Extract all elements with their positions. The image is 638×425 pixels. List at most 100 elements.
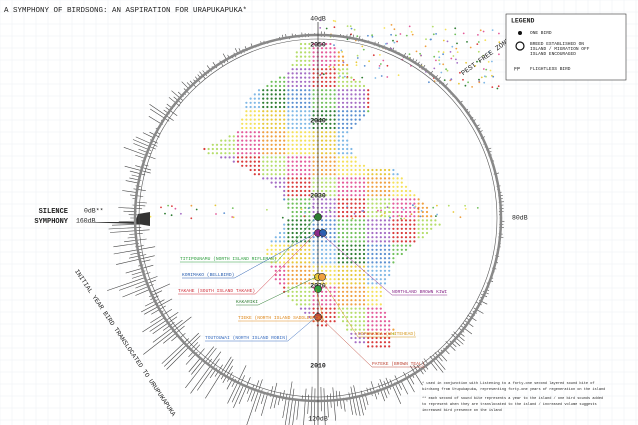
- bird-dot: [379, 185, 382, 188]
- bird-dot: [367, 261, 370, 264]
- bird-dot: [337, 51, 340, 54]
- legend-text: FLIGHTLESS BIRD: [530, 66, 571, 72]
- bird-dot: [371, 173, 374, 176]
- bird-dot: [325, 27, 328, 30]
- bird-dot: [404, 244, 408, 247]
- bird-dot: [325, 189, 328, 193]
- bird-dot: [412, 204, 414, 207]
- bird-dot: [262, 105, 265, 109]
- bird-dot: [287, 156, 290, 159]
- bird-dot: [308, 261, 311, 264]
- bird-dot: [332, 19, 335, 22]
- bird-dot: [371, 315, 374, 319]
- bird-dot: [392, 173, 395, 176]
- bird-dot: [388, 194, 391, 197]
- bird-dot: [304, 227, 307, 230]
- bird-dot: [329, 219, 332, 222]
- bird-dot: [496, 87, 499, 90]
- bird-dot: [245, 139, 248, 142]
- bird-dot: [379, 286, 382, 289]
- bird-dot: [341, 59, 345, 62]
- bird-dot: [329, 147, 332, 151]
- bird-dot: [295, 215, 298, 218]
- bird-dot: [253, 122, 256, 125]
- bird-dot: [329, 164, 332, 167]
- spectrum-bar: [389, 379, 402, 405]
- bird-dot: [278, 131, 282, 134]
- bird-dot: [287, 252, 290, 256]
- spectrum-bar: [358, 396, 364, 416]
- bird-dot: [278, 240, 282, 243]
- bird-dot: [375, 278, 378, 281]
- bird-dot: [325, 118, 328, 121]
- bird-dot: [350, 76, 353, 79]
- bird-dot: [329, 89, 332, 92]
- bird-dot: [270, 252, 273, 256]
- bird-dot: [291, 93, 294, 96]
- bird-dot: [346, 303, 349, 306]
- bird-dot: [325, 315, 328, 319]
- bird-dot: [283, 101, 286, 104]
- bird-dot: [383, 236, 387, 239]
- bird-dot: [312, 205, 315, 208]
- bird-dot: [215, 143, 219, 146]
- bird-dot: [367, 273, 370, 277]
- bird-dot: [392, 39, 394, 42]
- bird-dot: [333, 143, 336, 146]
- bird-dot: [383, 273, 387, 277]
- bird-dot: [375, 231, 378, 235]
- spectrum-bar: [188, 344, 201, 358]
- bird-dot: [329, 114, 332, 117]
- bird-dot: [435, 59, 437, 62]
- bird-dot: [362, 194, 366, 197]
- bird-dot: [304, 282, 307, 285]
- bird-dot: [397, 74, 400, 77]
- bird-dot: [320, 189, 324, 193]
- bird-dot: [350, 168, 353, 172]
- bird-dot: [354, 97, 357, 100]
- bird-dot: [447, 204, 450, 207]
- bird-dot: [283, 122, 286, 125]
- bird-dot: [291, 223, 294, 226]
- bird-dot: [249, 164, 252, 167]
- bird-dot: [446, 40, 449, 43]
- bird-dot: [367, 93, 370, 96]
- bird-dot: [383, 185, 387, 188]
- bird-dot: [270, 118, 273, 121]
- bird-dot: [333, 76, 336, 79]
- bird-dot: [341, 76, 345, 79]
- bird-dot: [274, 181, 277, 184]
- bird-dot: [358, 286, 361, 289]
- bird-dot: [312, 223, 315, 226]
- bird-dot: [329, 231, 332, 235]
- bird-dot: [354, 282, 357, 285]
- bird-dot: [491, 29, 494, 31]
- bird-dot: [354, 105, 357, 109]
- bird-dot: [341, 51, 343, 53]
- spectrum-bar: [261, 391, 269, 416]
- bird-dot: [274, 131, 277, 134]
- bird-dot: [333, 227, 336, 230]
- scale-label: 120dB: [308, 416, 328, 423]
- bird-dot: [375, 282, 378, 285]
- bird-dot: [333, 84, 336, 88]
- bird-dot: [320, 164, 324, 167]
- bird-dot: [341, 126, 345, 130]
- bird-dot: [367, 215, 370, 218]
- bird-dot: [388, 202, 391, 205]
- bird-dot: [354, 110, 357, 113]
- bird-dot: [383, 244, 387, 247]
- bird-dot: [333, 315, 336, 319]
- bird-dot: [396, 227, 399, 230]
- bird-dot: [325, 303, 328, 306]
- bird-dot: [413, 210, 416, 214]
- bird-dot: [363, 65, 366, 67]
- bird-dot: [379, 181, 382, 184]
- bird-dot: [355, 64, 358, 67]
- bird-dot: [291, 118, 294, 121]
- bird-dot: [383, 173, 387, 176]
- spectrum-bar: [197, 348, 205, 357]
- bird-dot: [374, 77, 377, 79]
- bird-dot: [266, 101, 269, 104]
- spectrum-bar: [292, 399, 296, 425]
